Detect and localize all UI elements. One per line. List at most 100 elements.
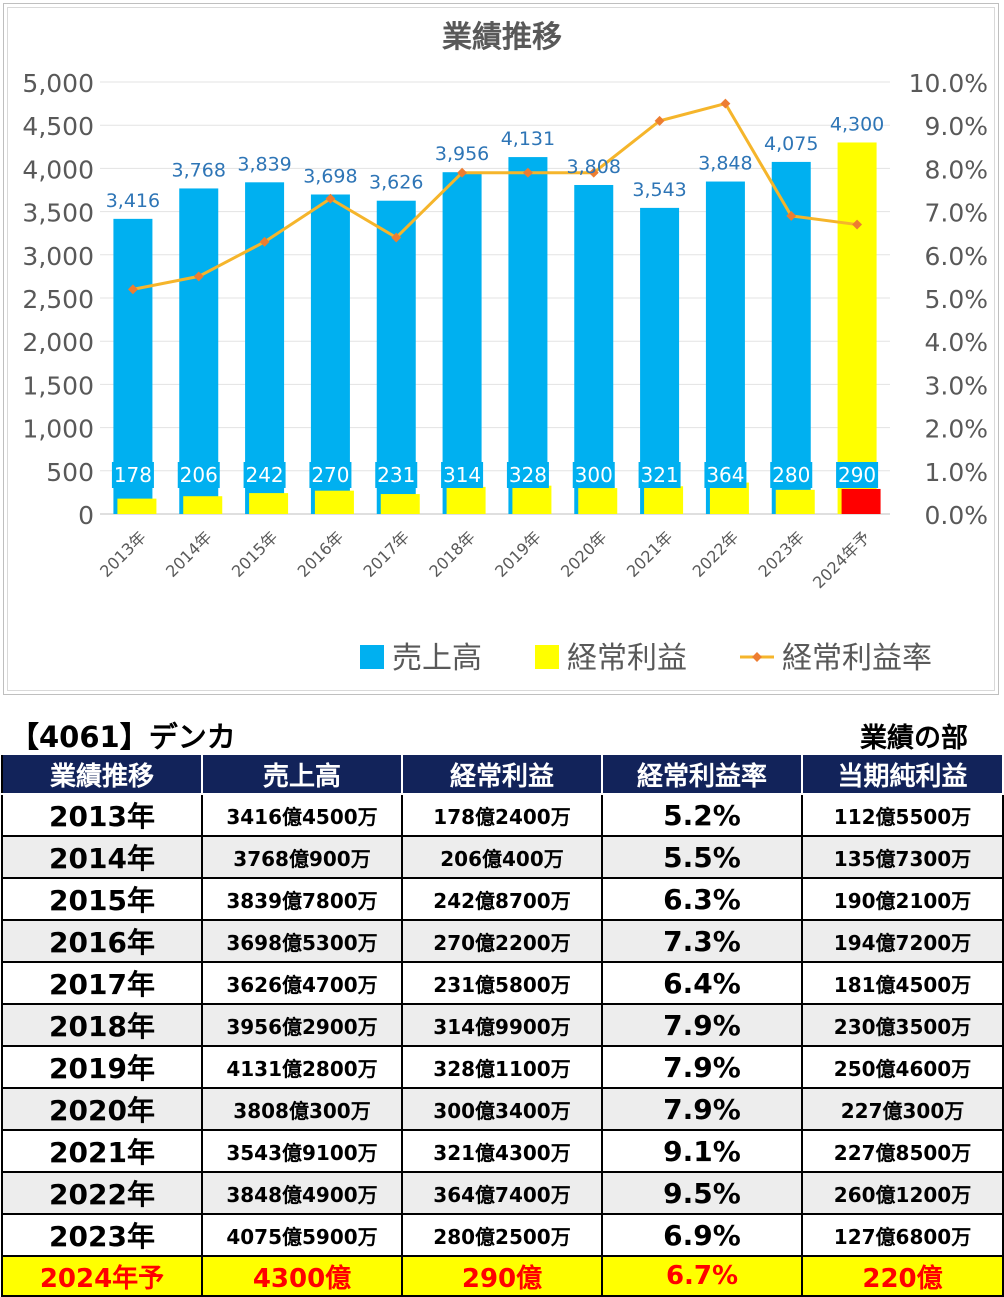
cell-net-income: 194億7200万 (801, 919, 1004, 963)
y-left-tick-label: 3,000 (22, 242, 94, 271)
ordinary-profit-bar (512, 485, 552, 514)
ordinary-profit-bar (578, 488, 618, 514)
cell-sales: 3808億300万 (201, 1087, 403, 1131)
company-name: 【4061】デンカ (10, 720, 236, 754)
legend-marker-margin (752, 652, 762, 662)
cell-ordinary-profit: 178億2400万 (401, 793, 603, 837)
y-right-tick-label: 6.0% (924, 242, 988, 271)
cell-profit-margin: 7.9% (601, 1003, 803, 1047)
profit-data-label: 231 (377, 463, 415, 487)
profit-label-box (243, 462, 286, 488)
x-axis-label: 2016年 (294, 527, 348, 581)
y-right-tick-label: 7.0% (924, 199, 988, 228)
cell-net-income: 190億2100万 (801, 877, 1004, 921)
cell-ordinary-profit: 242億8700万 (401, 877, 603, 921)
y-left-tick-label: 2,500 (22, 285, 94, 314)
chart-title: 業績推移 (442, 20, 562, 55)
cell-period: 2016年 (1, 919, 203, 963)
cell-ordinary-profit: 231億5800万 (401, 961, 603, 1005)
ordinary-profit-bar (644, 486, 684, 514)
y-right-tick-label: 9.0% (924, 112, 988, 141)
cell-period: 2014年 (1, 835, 203, 879)
cell-period: 2020年 (1, 1087, 203, 1131)
table-row: 2022年 3848億4900万 364億7400万 9.5% 260億1200万 (1, 1171, 1004, 1215)
profit-data-label: 206 (180, 463, 218, 487)
legend-label-sales: 売上高 (392, 641, 482, 676)
cell-sales: 3543億9100万 (201, 1129, 403, 1173)
profit-margin-point (325, 193, 336, 204)
x-axis-label: 2019年 (491, 527, 545, 581)
cell-period: 2021年 (1, 1129, 203, 1173)
cell-period: 2022年 (1, 1171, 203, 1215)
profit-label-box (309, 462, 352, 488)
ordinary-profit-bar (183, 496, 223, 514)
x-axis-label: 2015年 (228, 527, 282, 581)
cell-profit-margin-forecast: 6.7% (601, 1255, 803, 1297)
cell-profit-margin: 6.9% (601, 1213, 803, 1257)
profit-label-box (836, 462, 879, 488)
cell-net-income-forecast: 220億 (801, 1255, 1004, 1297)
sales-bar (574, 184, 614, 514)
y-left-tick-label: 1,500 (22, 371, 94, 400)
cell-net-income: 230億3500万 (801, 1003, 1004, 1047)
cell-period: 2018年 (1, 1003, 203, 1047)
profit-label-box (111, 462, 154, 488)
header-ordinary-profit: 経常利益 (401, 753, 603, 795)
cell-sales: 3839億7800万 (201, 877, 403, 921)
profit-margin-point (391, 232, 402, 243)
ordinary-profit-bar (446, 486, 486, 514)
sales-data-label: 4,300 (830, 113, 884, 135)
profit-margin-point (588, 167, 599, 178)
section-title: 業績の部 (860, 723, 968, 754)
table-row: 2013年 3416億4500万 178億2400万 5.2% 112億5500万 (1, 793, 1004, 837)
table-row: 2016年 3698億5300万 270億2200万 7.3% 194億7200万 (1, 919, 1004, 963)
x-axis-label: 2021年 (623, 527, 677, 581)
x-axis-label: 2013年 (96, 527, 150, 581)
x-axis-label: 2020年 (557, 527, 611, 581)
cell-sales: 3848億4900万 (201, 1171, 403, 1215)
cell-ordinary-profit-forecast: 290億 (401, 1255, 603, 1297)
x-axis-label: 2017年 (360, 527, 414, 581)
cell-profit-margin: 9.1% (601, 1129, 803, 1173)
sales-data-label: 3,416 (106, 190, 160, 212)
table-row: 2021年 3543億9100万 321億4300万 9.1% 227億8500万 (1, 1129, 1004, 1173)
performance-chart: 業績推移 0 500 1,000 1,500 2,000 2,500 3,000 3,500 4,… (22, 20, 988, 676)
sales-data-label: 3,768 (172, 159, 226, 181)
table-row: 2018年 3956億2900万 314億9900万 7.9% 230億3500万 (1, 1003, 1004, 1047)
y-left-tick-label: 1,000 (22, 415, 94, 444)
profit-margin-line (132, 102, 858, 291)
profit-label-box (572, 462, 615, 488)
cell-sales: 3698億5300万 (201, 919, 403, 963)
table-header-row: 業績推移 売上高 経常利益 経常利益率 当期純利益 (1, 753, 1004, 795)
cell-profit-margin: 6.4% (601, 961, 803, 1005)
sales-bar (376, 200, 416, 514)
sales-bar (310, 194, 350, 514)
profit-label-box (770, 462, 813, 488)
sales-data-label: 3,839 (237, 153, 291, 175)
profit-margin-point (852, 219, 863, 230)
sales-data-label: 3,808 (567, 156, 621, 178)
sales-data-label: 4,131 (501, 128, 555, 150)
ordinary-profit-bar (380, 494, 420, 514)
legend-swatch-profit (535, 645, 559, 669)
cell-net-income: 135億7300万 (801, 835, 1004, 879)
ordinary-profit-bar (249, 493, 289, 514)
profit-label-box (441, 462, 484, 488)
profit-margin-point (654, 115, 665, 126)
cell-period: 2013年 (1, 793, 203, 837)
cell-profit-margin: 6.3% (601, 877, 803, 921)
table-row: 2020年 3808億300万 300億3400万 7.9% 227億300万 (1, 1087, 1004, 1131)
profit-data-label: 321 (640, 463, 678, 487)
header-period: 業績推移 (1, 753, 203, 795)
y-left-tick-label: 0 (78, 501, 94, 530)
x-axis-label: 2023年 (755, 527, 809, 581)
sales-data-label: 3,848 (698, 153, 752, 175)
legend-label-margin: 経常利益率 (782, 641, 932, 676)
chart-panel: 業績推移 0 500 1,000 1,500 2,000 2,500 3,000 3,500 4,… (3, 3, 999, 695)
cell-sales: 4075億5900万 (201, 1213, 403, 1257)
cell-sales: 3768億900万 (201, 835, 403, 879)
cell-period: 2017年 (1, 961, 203, 1005)
cell-net-income: 127億6800万 (801, 1213, 1004, 1257)
cell-net-income: 112億5500万 (801, 793, 1004, 837)
y-right-tick-label: 2.0% (924, 415, 988, 444)
